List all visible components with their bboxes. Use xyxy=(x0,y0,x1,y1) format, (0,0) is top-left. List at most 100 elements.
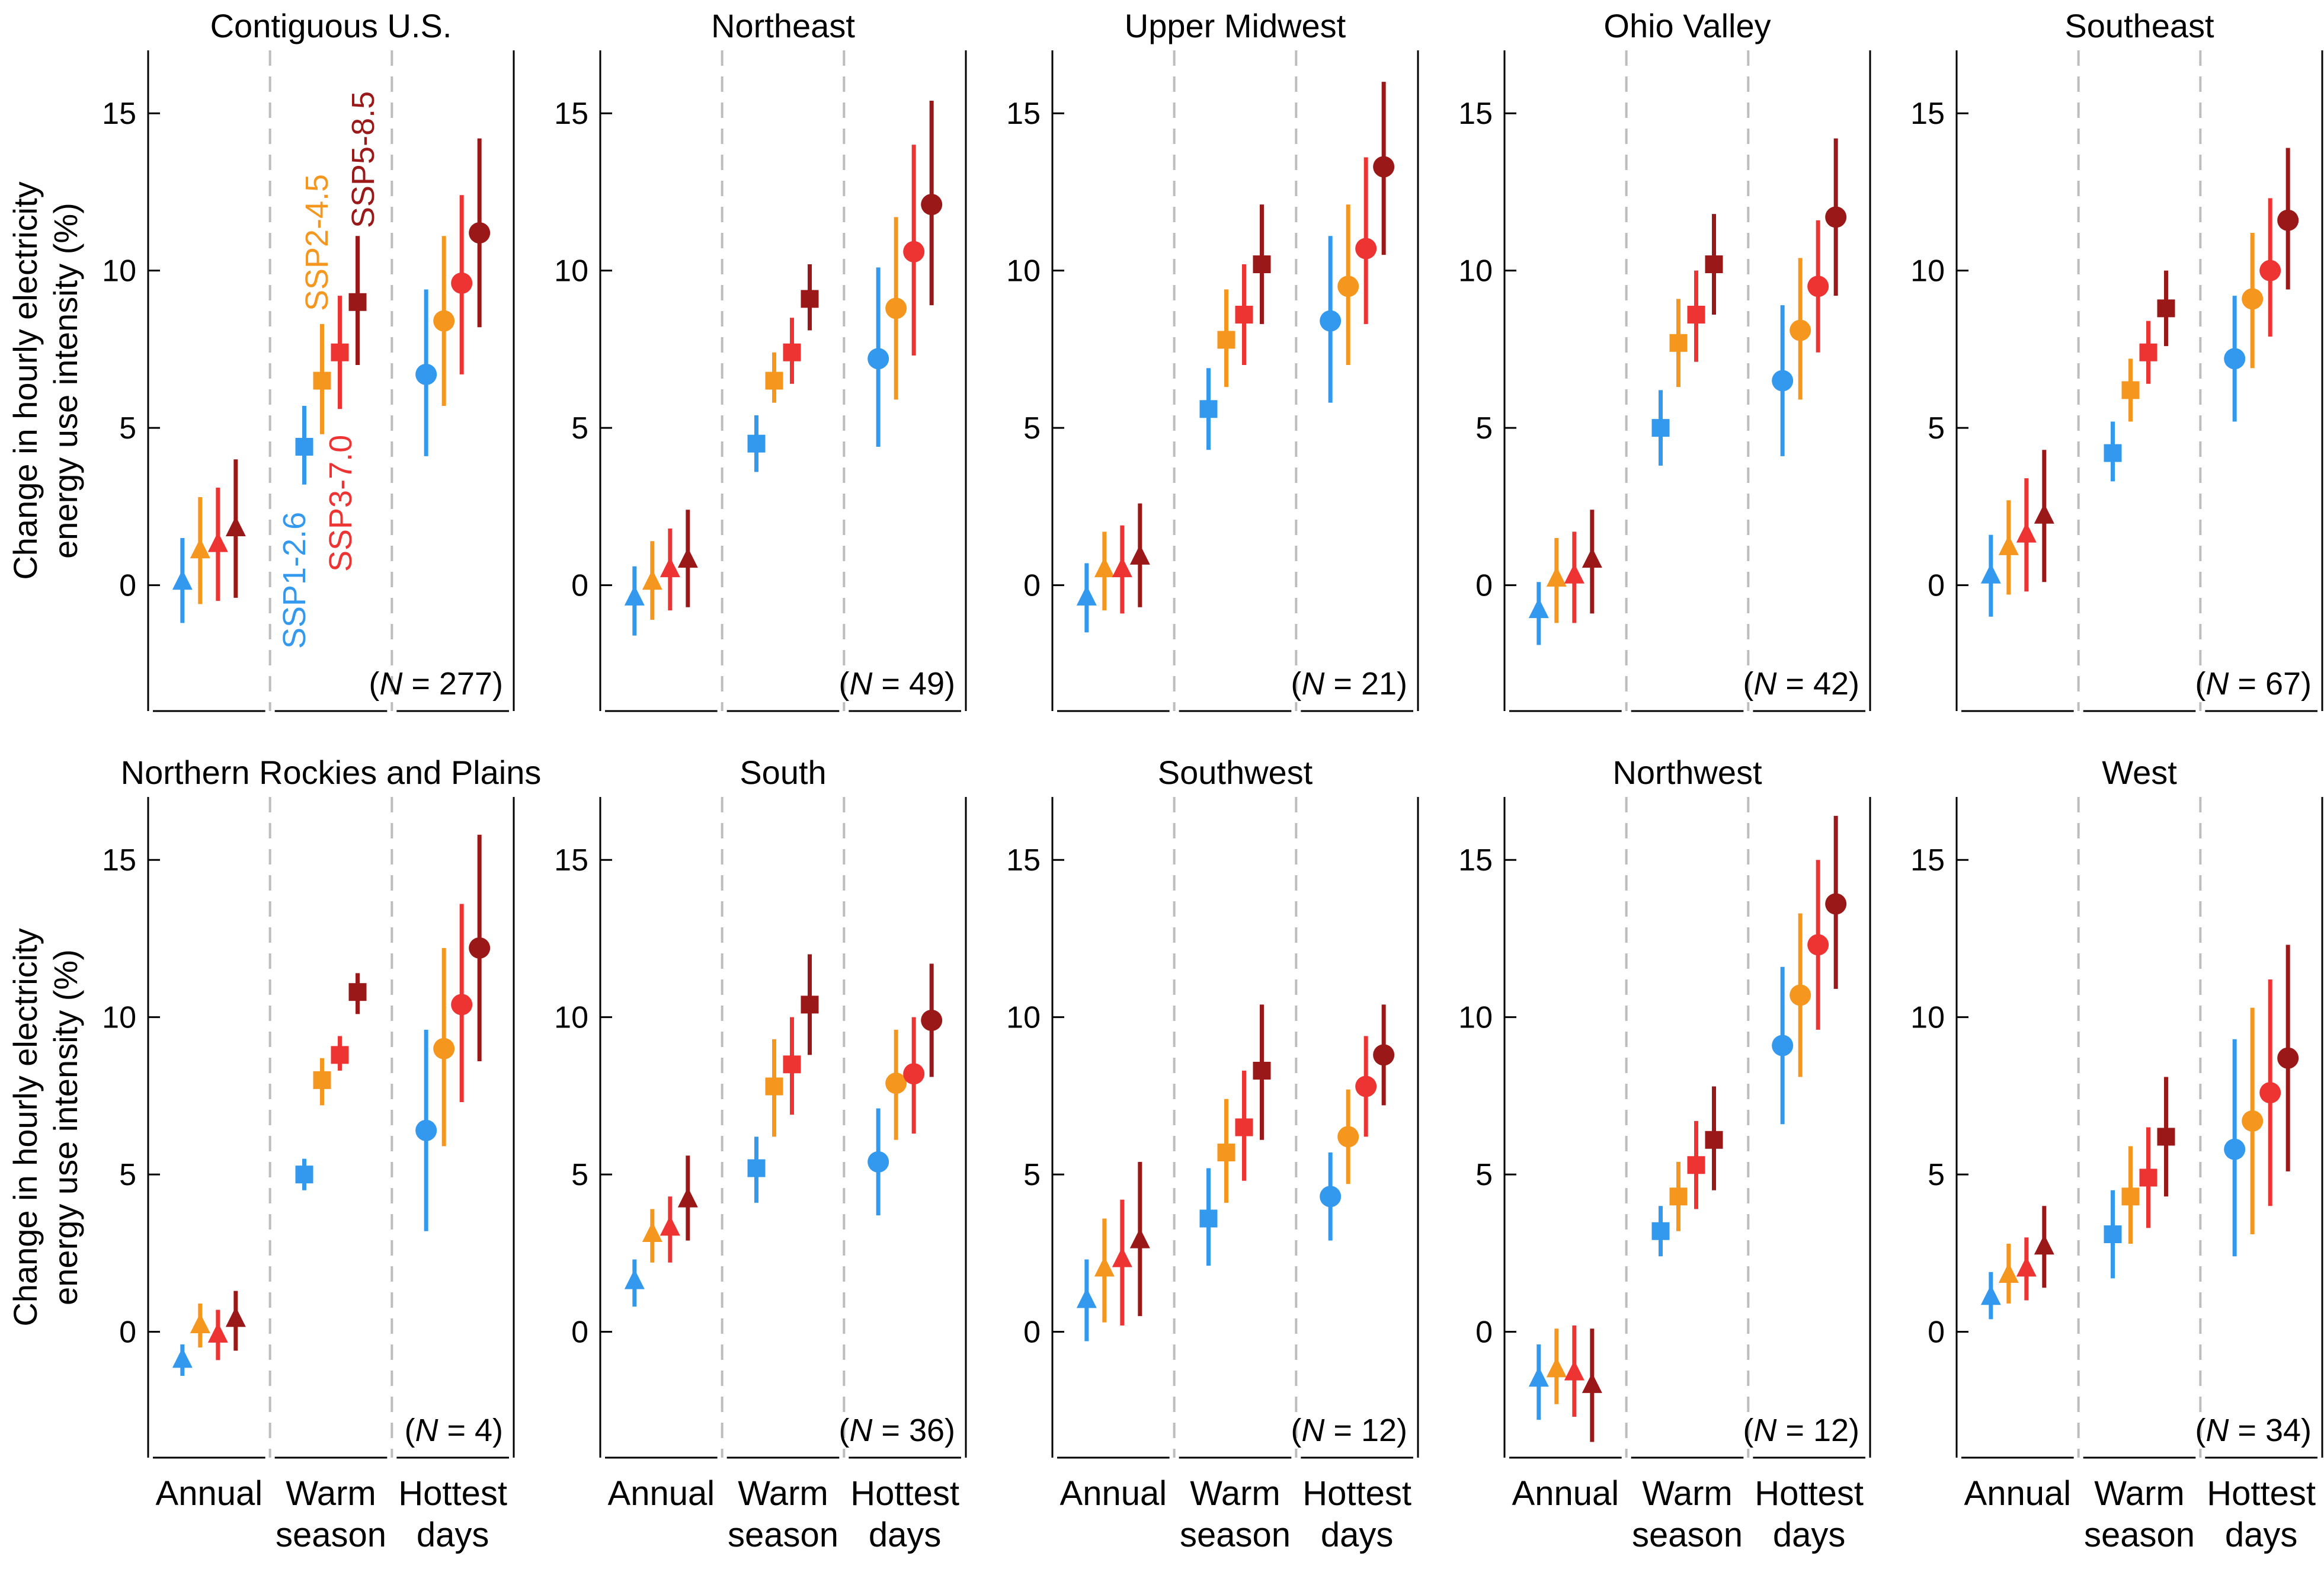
data-point-square xyxy=(2121,1187,2140,1206)
data-point-triangle xyxy=(660,557,680,578)
y-axis-label: Change in hourly electricity xyxy=(7,181,44,580)
y-tick-label: 15 xyxy=(1458,843,1493,878)
y-tick-label: 10 xyxy=(102,1001,136,1035)
data-point-square xyxy=(1199,1209,1218,1228)
data-point-circle xyxy=(868,348,889,370)
data-point-square xyxy=(2157,299,2175,318)
data-point-circle xyxy=(1373,1044,1395,1066)
data-point-square xyxy=(765,1077,783,1096)
data-point-square xyxy=(348,293,367,311)
data-point-square xyxy=(1705,255,1723,274)
data-point-circle xyxy=(415,1119,437,1141)
data-point-circle xyxy=(451,994,473,1016)
data-point-square xyxy=(801,995,819,1014)
y-tick-label: 10 xyxy=(1006,254,1041,289)
data-point-circle xyxy=(921,1009,943,1031)
data-point-square xyxy=(2139,343,2157,361)
data-point-triangle xyxy=(1094,557,1115,578)
panel-title: Southwest xyxy=(1158,754,1313,791)
data-point-triangle xyxy=(1094,1256,1115,1277)
x-category-label: Annual xyxy=(608,1474,715,1513)
legend-ssp3-70: SSP3-7.0 xyxy=(323,435,358,572)
x-category-label: Hottest xyxy=(2207,1474,2316,1513)
panel-title: Northwest xyxy=(1612,754,1762,791)
data-point-triangle xyxy=(1998,534,2019,555)
data-point-square xyxy=(1235,1118,1253,1136)
data-point-square xyxy=(783,1055,801,1074)
data-point-triangle xyxy=(624,585,645,606)
data-point-triangle xyxy=(677,548,698,568)
data-point-circle xyxy=(1825,893,1847,915)
data-point-circle xyxy=(1355,1075,1377,1097)
data-point-circle xyxy=(1320,1186,1342,1208)
y-tick-label: 0 xyxy=(119,1315,136,1350)
y-tick-label: 5 xyxy=(1023,411,1041,446)
y-tick-label: 15 xyxy=(1006,97,1041,131)
data-point-circle xyxy=(2242,288,2264,310)
panel-title: Contiguous U.S. xyxy=(210,7,452,44)
data-point-square xyxy=(331,343,349,361)
n-label: (N = 277) xyxy=(369,666,503,702)
legend-ssp1-26: SSP1-2.6 xyxy=(277,512,312,649)
n-label: (N = 34) xyxy=(2195,1413,2312,1448)
data-point-circle xyxy=(2277,1047,2299,1069)
x-category-label: days xyxy=(1773,1516,1846,1554)
data-point-triangle xyxy=(1998,1263,2019,1283)
data-point-square xyxy=(1687,306,1705,324)
data-point-triangle xyxy=(2016,1256,2037,1277)
panel-title: Northeast xyxy=(711,7,855,44)
data-point-circle xyxy=(903,241,925,262)
x-category-label: Warm xyxy=(1642,1474,1732,1513)
y-tick-label: 15 xyxy=(1910,97,1945,131)
data-point-triangle xyxy=(1980,1285,2001,1305)
panel-title: Upper Midwest xyxy=(1125,7,1346,44)
y-tick-label: 10 xyxy=(1910,1001,1945,1035)
panel-0: 0 5 10 15 Contiguous U.S. (N = 277) Change in … xyxy=(7,7,515,712)
data-point-circle xyxy=(1337,1126,1359,1148)
data-point-triangle xyxy=(190,538,210,559)
y-tick-label: 5 xyxy=(571,411,588,446)
x-category-label: season xyxy=(1632,1516,1743,1554)
n-label: (N = 67) xyxy=(2195,666,2312,702)
data-point-square xyxy=(1705,1131,1723,1149)
data-point-triangle xyxy=(677,1187,698,1208)
legend-ssp2-45: SSP2-4.5 xyxy=(299,174,335,311)
data-point-circle xyxy=(2224,348,2246,370)
y-axis-label: energy use intensity (%) xyxy=(47,949,84,1305)
panel-title: South xyxy=(740,754,826,791)
y-tick-label: 0 xyxy=(571,569,588,603)
data-point-triangle xyxy=(2034,1234,2054,1255)
x-category-label: season xyxy=(2084,1516,2195,1554)
y-tick-label: 0 xyxy=(1928,569,1945,603)
n-label: (N = 36) xyxy=(838,1413,955,1448)
y-tick-label: 10 xyxy=(1458,1001,1493,1035)
data-point-triangle xyxy=(1564,563,1584,584)
data-point-square xyxy=(747,1159,766,1177)
data-point-circle xyxy=(2224,1138,2246,1160)
data-point-triangle xyxy=(1564,1360,1584,1381)
y-tick-label: 5 xyxy=(1928,411,1945,446)
y-tick-label: 5 xyxy=(119,1158,136,1192)
data-point-circle xyxy=(1825,206,1847,228)
data-point-circle xyxy=(1790,319,1811,341)
n-label: (N = 12) xyxy=(1291,1413,1407,1448)
n-label: (N = 12) xyxy=(1743,1413,1859,1448)
data-point-circle xyxy=(1807,276,1829,297)
data-point-square xyxy=(1253,255,1271,274)
data-point-square xyxy=(1199,400,1218,418)
data-point-triangle xyxy=(1112,1247,1132,1267)
y-tick-label: 0 xyxy=(1475,569,1493,603)
y-tick-label: 10 xyxy=(554,254,588,289)
x-category-label: Annual xyxy=(1512,1474,1619,1513)
y-tick-label: 10 xyxy=(1910,254,1945,289)
y-tick-label: 0 xyxy=(119,569,136,603)
x-category-label: Hottest xyxy=(1302,1474,1411,1513)
data-point-square xyxy=(2104,444,2122,462)
data-point-triangle xyxy=(642,569,662,590)
x-category-label: Warm xyxy=(1190,1474,1280,1513)
data-point-circle xyxy=(921,194,943,216)
y-tick-label: 5 xyxy=(571,1158,588,1192)
data-point-triangle xyxy=(2034,503,2054,524)
